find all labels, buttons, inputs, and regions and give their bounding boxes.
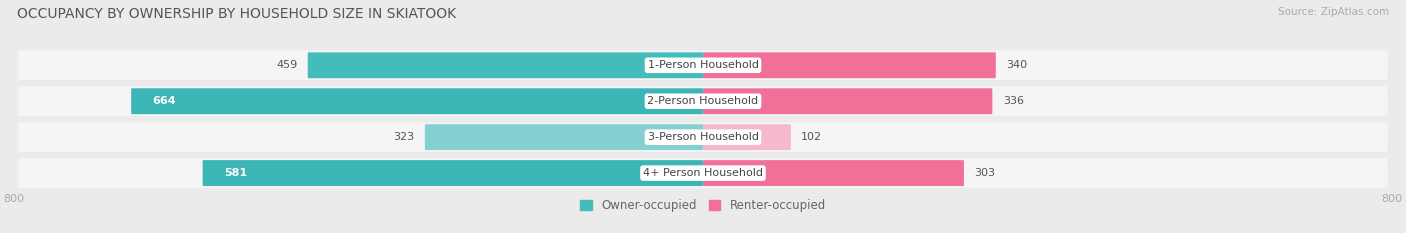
FancyBboxPatch shape: [131, 88, 703, 114]
Text: 1-Person Household: 1-Person Household: [648, 60, 758, 70]
FancyBboxPatch shape: [703, 88, 993, 114]
Text: 3-Person Household: 3-Person Household: [648, 132, 758, 142]
Text: 4+ Person Household: 4+ Person Household: [643, 168, 763, 178]
Text: 664: 664: [153, 96, 176, 106]
FancyBboxPatch shape: [18, 86, 1388, 116]
Text: 336: 336: [1002, 96, 1024, 106]
Text: 459: 459: [276, 60, 298, 70]
Text: Source: ZipAtlas.com: Source: ZipAtlas.com: [1278, 7, 1389, 17]
FancyBboxPatch shape: [18, 158, 1388, 188]
Text: 340: 340: [1007, 60, 1028, 70]
FancyBboxPatch shape: [308, 52, 703, 78]
Text: 581: 581: [224, 168, 247, 178]
Text: 102: 102: [801, 132, 823, 142]
Text: OCCUPANCY BY OWNERSHIP BY HOUSEHOLD SIZE IN SKIATOOK: OCCUPANCY BY OWNERSHIP BY HOUSEHOLD SIZE…: [17, 7, 456, 21]
FancyBboxPatch shape: [202, 160, 703, 186]
Text: 303: 303: [974, 168, 995, 178]
Legend: Owner-occupied, Renter-occupied: Owner-occupied, Renter-occupied: [579, 199, 827, 212]
FancyBboxPatch shape: [18, 51, 1388, 80]
Text: 2-Person Household: 2-Person Household: [647, 96, 759, 106]
FancyBboxPatch shape: [703, 160, 965, 186]
Text: 323: 323: [394, 132, 415, 142]
FancyBboxPatch shape: [425, 124, 703, 150]
FancyBboxPatch shape: [18, 122, 1388, 152]
FancyBboxPatch shape: [703, 124, 790, 150]
FancyBboxPatch shape: [703, 52, 995, 78]
